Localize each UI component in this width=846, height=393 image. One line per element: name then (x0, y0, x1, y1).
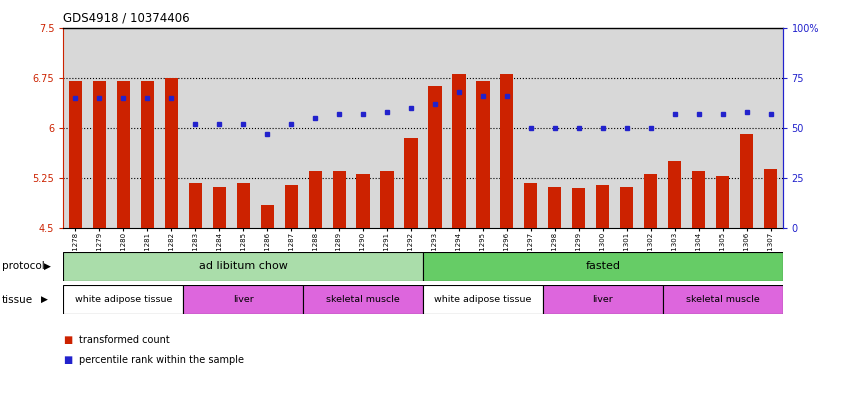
Bar (140, 81, 154, 228)
Text: ▶: ▶ (44, 262, 51, 271)
Text: GDS4918 / 10374406: GDS4918 / 10374406 (63, 12, 190, 25)
Bar (500, 74, 514, 228)
Text: white adipose tissue: white adipose tissue (434, 295, 531, 304)
Bar (644, 174, 657, 228)
Text: percentile rank within the sample: percentile rank within the sample (79, 354, 244, 365)
Text: ■: ■ (63, 335, 73, 345)
Text: transformed count: transformed count (79, 335, 169, 345)
Bar (668, 161, 681, 228)
Bar (428, 86, 442, 228)
Bar (63, 252, 423, 281)
Bar (212, 187, 226, 228)
Bar (93, 81, 106, 228)
Text: ad libitum chow: ad libitum chow (199, 261, 288, 271)
Bar (543, 285, 662, 314)
Text: skeletal muscle: skeletal muscle (327, 295, 400, 304)
Text: protocol: protocol (2, 261, 45, 271)
Bar (620, 187, 634, 228)
Bar (423, 252, 783, 281)
Bar (525, 183, 537, 228)
Bar (476, 81, 490, 228)
Text: ▶: ▶ (41, 295, 47, 304)
Bar (572, 188, 585, 228)
Bar (117, 81, 130, 228)
Bar (692, 171, 706, 228)
Bar (261, 205, 274, 228)
Bar (165, 78, 178, 228)
Text: ■: ■ (63, 354, 73, 365)
Bar (309, 171, 321, 228)
Bar (404, 138, 418, 228)
Bar (184, 285, 303, 314)
Bar (189, 182, 202, 228)
Bar (303, 285, 423, 314)
Text: tissue: tissue (2, 295, 33, 305)
Text: white adipose tissue: white adipose tissue (74, 295, 172, 304)
Bar (548, 187, 562, 228)
Text: fasted: fasted (585, 261, 620, 271)
Bar (453, 74, 465, 228)
Bar (381, 171, 393, 228)
Bar (596, 185, 609, 228)
Text: liver: liver (233, 295, 254, 304)
Bar (284, 185, 298, 228)
Bar (423, 285, 543, 314)
Bar (662, 285, 783, 314)
Bar (332, 171, 346, 228)
Bar (63, 285, 184, 314)
Bar (356, 174, 370, 228)
Bar (237, 182, 250, 228)
Text: liver: liver (592, 295, 613, 304)
Bar (69, 81, 82, 228)
Bar (740, 134, 753, 228)
Bar (716, 176, 729, 228)
Bar (764, 169, 777, 228)
Text: skeletal muscle: skeletal muscle (686, 295, 760, 304)
